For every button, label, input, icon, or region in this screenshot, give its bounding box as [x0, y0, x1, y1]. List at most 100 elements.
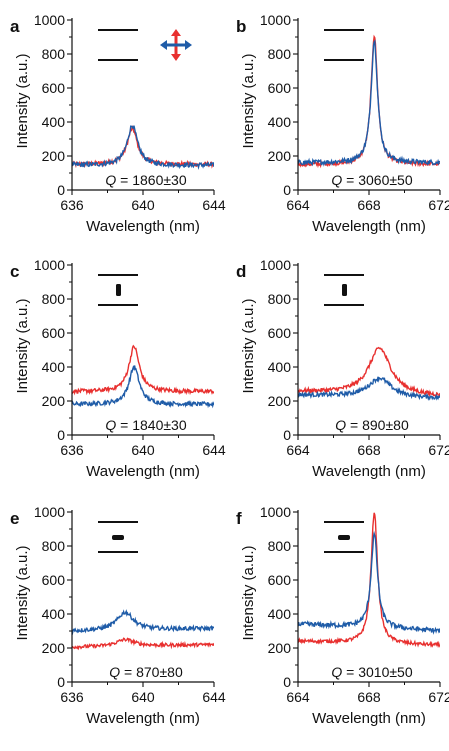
series-red-line — [298, 34, 440, 169]
x-tick-label: 668 — [357, 689, 381, 705]
q-factor-label: Q = 870±80 — [109, 664, 183, 680]
q-value: = 890±80 — [346, 417, 409, 433]
y-tick-label: 1000 — [34, 504, 65, 520]
y-tick-label: 0 — [57, 182, 65, 198]
y-tick-label: 600 — [42, 325, 66, 341]
y-tick-label: 800 — [42, 46, 66, 62]
y-tick-label: 0 — [283, 427, 291, 443]
x-tick-label: 672 — [428, 197, 449, 213]
series-red-line — [72, 125, 214, 169]
x-tick-label: 664 — [286, 197, 310, 213]
y-tick-label: 1000 — [34, 257, 65, 273]
inset-horizontal-bar — [338, 535, 350, 540]
y-tick-label: 200 — [268, 640, 292, 656]
q-factor-label: Q = 3060±50 — [331, 172, 412, 188]
panel-letter: f — [236, 509, 242, 528]
series-blue-line — [72, 125, 214, 170]
y-tick-label: 800 — [268, 538, 292, 554]
y-tick-label: 1000 — [260, 504, 291, 520]
inset-vertical-bar — [342, 284, 347, 296]
q-symbol: Q — [331, 664, 342, 680]
y-tick-label: 800 — [42, 291, 66, 307]
x-tick-label: 640 — [131, 442, 155, 458]
y-tick-label: 600 — [268, 325, 292, 341]
y-tick-label: 400 — [42, 114, 66, 130]
y-tick-label: 600 — [268, 80, 292, 96]
q-value: = 1840±30 — [116, 417, 187, 433]
x-tick-label: 672 — [428, 689, 449, 705]
x-tick-label: 672 — [428, 442, 449, 458]
x-axis-title: Wavelength (nm) — [312, 463, 426, 480]
y-tick-label: 0 — [57, 427, 65, 443]
y-tick-label: 800 — [268, 46, 292, 62]
panel-letter: c — [10, 262, 19, 281]
series-red-line — [72, 637, 214, 651]
y-tick-label: 800 — [268, 291, 292, 307]
x-axis-title: Wavelength (nm) — [86, 463, 200, 480]
y-axis-title: Intensity (a.u.) — [240, 545, 257, 640]
q-symbol: Q — [335, 417, 346, 433]
q-factor-label: Q = 3010±50 — [331, 664, 412, 680]
y-tick-label: 200 — [268, 148, 292, 164]
y-tick-label: 1000 — [260, 12, 291, 28]
x-tick-label: 664 — [286, 442, 310, 458]
y-tick-label: 200 — [268, 393, 292, 409]
panel-letter: d — [236, 262, 246, 281]
series-blue-line — [298, 39, 440, 167]
x-tick-label: 644 — [202, 197, 226, 213]
x-tick-label: 640 — [131, 197, 155, 213]
y-axis-title: Intensity (a.u.) — [14, 545, 31, 640]
y-tick-label: 200 — [42, 393, 66, 409]
series-blue-line — [72, 365, 214, 409]
y-tick-label: 600 — [42, 80, 66, 96]
y-tick-label: 400 — [42, 606, 66, 622]
y-tick-label: 0 — [283, 182, 291, 198]
x-tick-label: 636 — [60, 689, 84, 705]
q-value: = 870±80 — [120, 664, 183, 680]
x-tick-label: 668 — [357, 442, 381, 458]
q-factor-label: Q = 1840±30 — [105, 417, 186, 433]
y-tick-label: 0 — [57, 674, 65, 690]
blue-arrow-head-left — [160, 40, 167, 50]
q-symbol: Q — [105, 417, 116, 433]
series-blue-line — [298, 530, 440, 635]
panel-letter: a — [10, 17, 20, 36]
x-tick-label: 644 — [202, 442, 226, 458]
series-red-line — [298, 346, 440, 398]
q-symbol: Q — [109, 664, 120, 680]
x-axis-title: Wavelength (nm) — [312, 710, 426, 727]
panel-letter: e — [10, 509, 19, 528]
series-red-line — [72, 344, 214, 396]
x-tick-label: 664 — [286, 689, 310, 705]
red-arrow-head-down — [171, 54, 181, 61]
y-tick-label: 400 — [268, 359, 292, 375]
y-tick-label: 200 — [42, 640, 66, 656]
x-axis-title: Wavelength (nm) — [312, 218, 426, 235]
x-tick-label: 636 — [60, 197, 84, 213]
x-tick-label: 636 — [60, 442, 84, 458]
series-blue-line — [298, 376, 440, 401]
y-tick-label: 0 — [283, 674, 291, 690]
y-tick-label: 600 — [268, 572, 292, 588]
q-factor-label: Q = 890±80 — [335, 417, 409, 433]
crossed-polarization-arrows-icon — [160, 29, 192, 61]
red-arrow-head-up — [171, 29, 181, 36]
q-symbol: Q — [331, 172, 342, 188]
series-red-line — [298, 512, 440, 649]
q-value: = 3060±50 — [342, 172, 413, 188]
series-blue-line — [72, 609, 214, 636]
y-tick-label: 400 — [42, 359, 66, 375]
blue-arrow-head-right — [185, 40, 192, 50]
y-tick-label: 1000 — [260, 257, 291, 273]
y-tick-label: 400 — [268, 114, 292, 130]
panel-letter: b — [236, 17, 246, 36]
q-factor-label: Q = 1860±30 — [105, 172, 186, 188]
y-axis-title: Intensity (a.u.) — [240, 53, 257, 148]
inset-vertical-bar — [116, 284, 121, 296]
y-tick-label: 800 — [42, 538, 66, 554]
